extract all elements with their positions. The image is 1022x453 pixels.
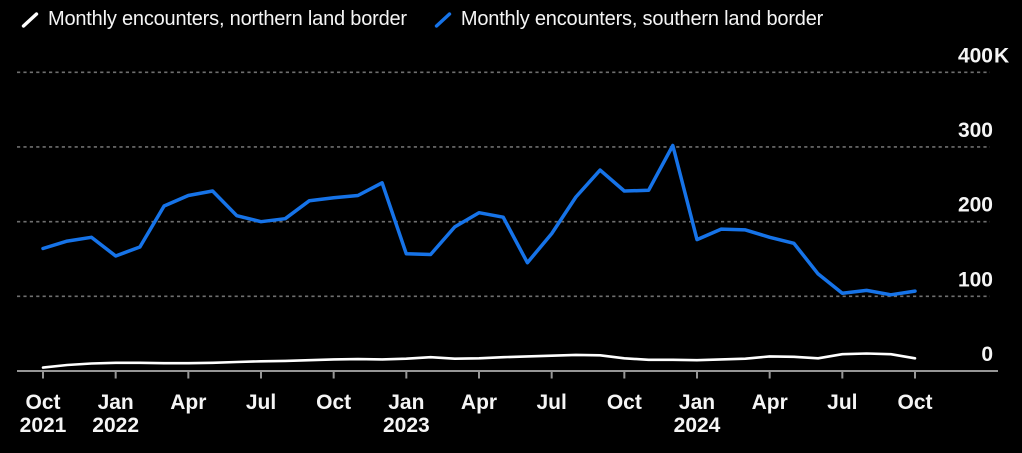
x-tick-month: Jan [98, 391, 134, 414]
series-line-southern [41, 143, 917, 297]
x-tick-month: Jul [827, 391, 857, 414]
x-tick-year: 2021 [20, 414, 67, 437]
x-tick-month: Jan [679, 391, 715, 414]
x-tick-month: Oct [316, 391, 351, 414]
x-tick-month: Oct [25, 391, 60, 414]
series-line-northern [41, 352, 917, 369]
x-tick-year: 2023 [383, 414, 430, 437]
line-swatch-icon-northern [21, 11, 39, 28]
gridlines [17, 71, 990, 298]
y-tick-label: 0 [981, 343, 993, 366]
legend-item-southern: Monthly encounters, southern land border [433, 8, 823, 31]
x-tick-month: Apr [752, 391, 788, 414]
y-tick-label: 400 [958, 44, 993, 67]
x-tick-month: Oct [897, 391, 932, 414]
y-tick-label: 300 [958, 119, 993, 142]
chart-legend: Monthly encounters, northern land border… [20, 8, 823, 31]
x-tick-month: Apr [170, 391, 206, 414]
line-swatch-icon-southern [434, 11, 452, 28]
x-tick-month: Oct [607, 391, 642, 414]
legend-item-northern: Monthly encounters, northern land border [20, 8, 407, 31]
y-axis-labels: 0 100 200 300 400 K [958, 44, 1009, 366]
x-tick-year: 2024 [674, 414, 721, 437]
x-tick-month: Jul [246, 391, 276, 414]
legend-label-northern: Monthly encounters, northern land border [48, 8, 407, 30]
y-tick-unit: K [994, 44, 1009, 67]
x-tick-month: Jan [388, 391, 424, 414]
y-tick-label: 200 [958, 194, 993, 217]
x-tick-month: Jul [536, 391, 566, 414]
legend-label-southern: Monthly encounters, southern land border [460, 8, 824, 30]
x-tick-month: Apr [461, 391, 497, 414]
y-tick-label: 100 [958, 268, 993, 291]
x-tick-year: 2022 [92, 414, 139, 437]
